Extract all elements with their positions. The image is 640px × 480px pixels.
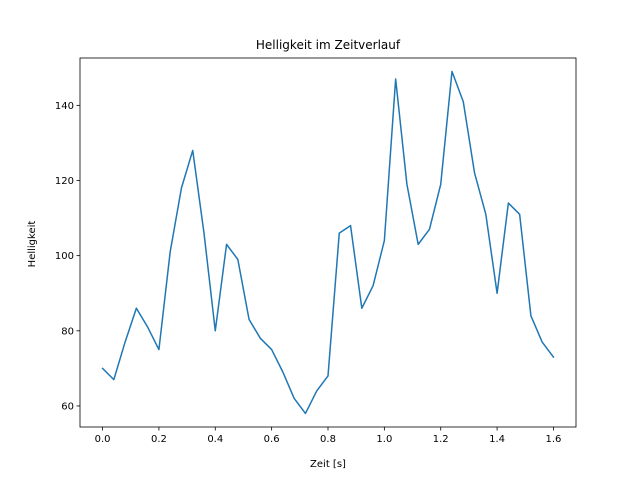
x-tick-label: 0.6	[264, 434, 280, 445]
x-tick-label: 0.2	[151, 434, 167, 445]
y-tick-label: 80	[61, 326, 74, 337]
y-tick-label: 120	[55, 176, 74, 187]
x-tick-label: 0.0	[95, 434, 111, 445]
y-tick-label: 140	[55, 101, 74, 112]
chart-title: Helligkeit im Zeitverlauf	[256, 38, 401, 52]
x-tick-label: 1.6	[546, 434, 562, 445]
x-tick-label: 0.4	[207, 434, 223, 445]
series-line-0	[101, 70, 555, 415]
y-tick-label: 100	[55, 251, 74, 262]
x-tick-label: 1.2	[433, 434, 449, 445]
x-tick-label: 1.4	[489, 434, 505, 445]
y-axis-label: Helligkeit	[27, 221, 38, 268]
x-tick-label: 0.8	[320, 434, 336, 445]
x-tick-label: 1.0	[376, 434, 392, 445]
plot-area: 0.0 0.2 0.4 0.6 0.8 1.0 1.2 1.4 1.6 60 80 100 120 140	[55, 57, 577, 445]
x-axis-label: Zeit [s]	[310, 459, 346, 470]
y-tick-label: 60	[61, 401, 74, 412]
